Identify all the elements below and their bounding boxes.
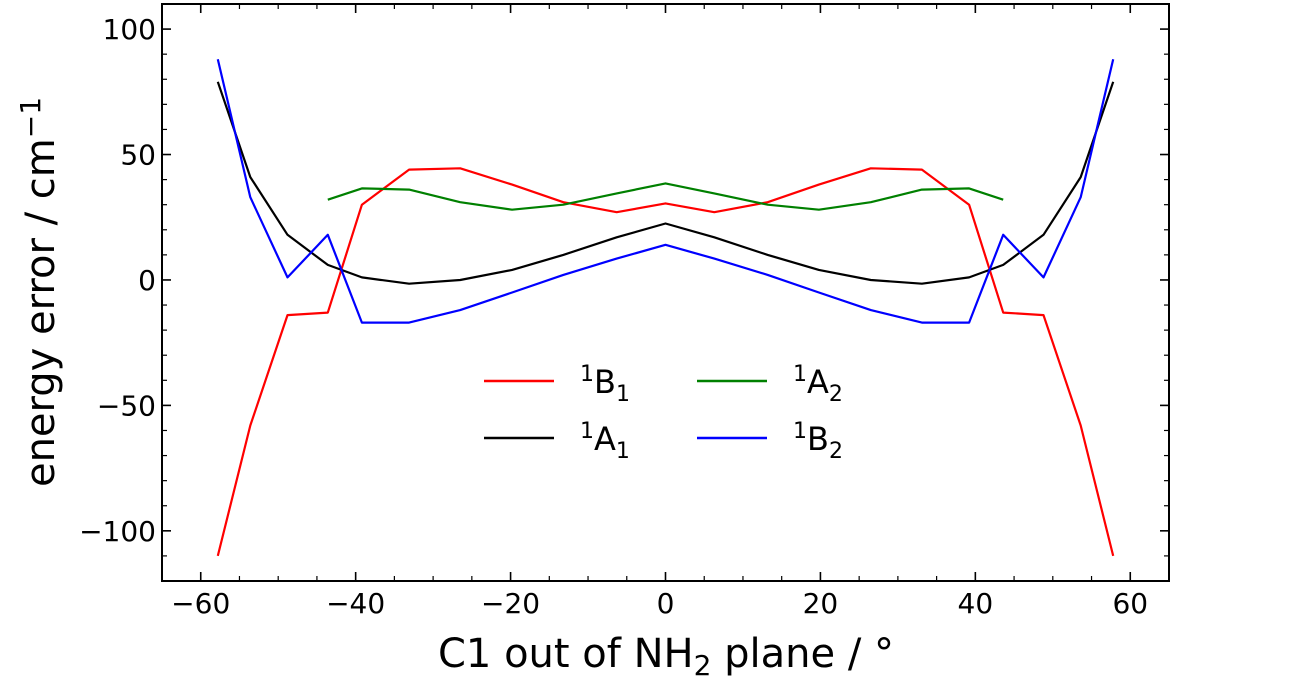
ticks-layer bbox=[161, 3, 1170, 582]
series-layer bbox=[216, 58, 1115, 557]
legend-label-1A1: 1A1 bbox=[580, 419, 630, 464]
y-tick-label: 100 bbox=[103, 13, 156, 46]
y-tick-label: −100 bbox=[79, 515, 156, 548]
legend-label-1A2: 1A2 bbox=[793, 362, 843, 407]
x-tick-label: 0 bbox=[657, 587, 675, 620]
x-tick-label: −20 bbox=[481, 587, 540, 620]
plot-frame bbox=[161, 3, 1170, 582]
y-tick-label: 50 bbox=[120, 139, 156, 172]
tick-labels-layer: −60 −40 −20 0 20 40 60 −100 −50 0 50 100 bbox=[79, 13, 1148, 620]
legend-label-1B2: 1B2 bbox=[793, 419, 843, 464]
series-line-1B1 bbox=[216, 167, 1115, 557]
legend-label-1B1: 1B1 bbox=[580, 362, 630, 407]
x-tick-label: 40 bbox=[958, 587, 994, 620]
y-tick-label: 0 bbox=[138, 264, 156, 297]
y-tick-label: −50 bbox=[97, 389, 156, 422]
series-line-1B2 bbox=[216, 58, 1115, 324]
x-tick-label: 20 bbox=[803, 587, 839, 620]
legend: 1B1 1A1 1A2 1B2 bbox=[484, 362, 843, 464]
x-tick-label: −40 bbox=[326, 587, 385, 620]
y-axis-label: energy error / cm−1 bbox=[14, 97, 64, 487]
x-tick-label: −60 bbox=[171, 587, 230, 620]
series-line-1A1 bbox=[216, 81, 1115, 285]
series-line-1A2 bbox=[327, 182, 1004, 211]
x-axis-label: C1 out of NH2 plane / ° bbox=[438, 631, 894, 679]
x-tick-label: 60 bbox=[1112, 587, 1148, 620]
